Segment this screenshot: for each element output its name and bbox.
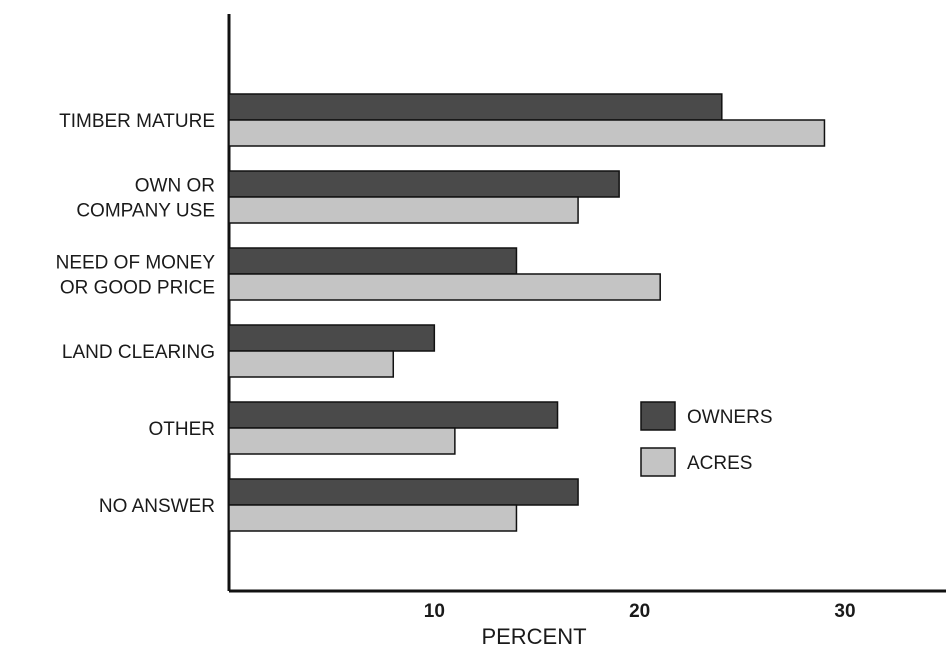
- bar-owners-5: [228, 478, 579, 506]
- bar-acres-4: [228, 427, 456, 455]
- legend: OWNERS ACRES: [640, 401, 773, 477]
- bar-acres-1: [228, 196, 579, 224]
- category-label-0-0: TIMBER MATURE: [59, 111, 215, 132]
- category-label-3-0: LAND CLEARING: [62, 342, 215, 363]
- legend-swatch-owners: [640, 401, 676, 431]
- bar-owners-4: [228, 401, 559, 429]
- category-label-5-0: NO ANSWER: [99, 496, 215, 517]
- category-labels: TIMBER MATURE OWN OR COMPANY USE NEED OF MO…: [56, 111, 216, 517]
- x-tick-label-30: 30: [834, 601, 855, 622]
- bar-acres-3: [228, 350, 395, 378]
- bar-acres-5: [228, 504, 518, 532]
- legend-swatch-acres: [640, 447, 676, 477]
- x-tick-labels: 10 20 30: [424, 601, 856, 622]
- category-label-2-1: OR GOOD PRICE: [60, 278, 215, 299]
- category-label-4-0: OTHER: [149, 419, 216, 440]
- x-tick-label-20: 20: [629, 601, 650, 622]
- bar-acres-2: [228, 273, 661, 301]
- x-tick-label-10: 10: [424, 601, 445, 622]
- bar-owners-2: [228, 247, 518, 275]
- category-label-1-1: COMPANY USE: [76, 201, 215, 222]
- x-axis-title: PERCENT: [481, 624, 586, 649]
- bar-acres-0: [228, 119, 826, 147]
- category-label-2-0: NEED OF MONEY: [56, 253, 216, 274]
- bar-owners-1: [228, 170, 620, 198]
- legend-label-acres: ACRES: [687, 453, 752, 474]
- legend-label-owners: OWNERS: [687, 407, 773, 428]
- bar-owners-3: [228, 324, 436, 352]
- bar-owners-0: [228, 93, 723, 121]
- category-label-1-0: OWN OR: [135, 176, 215, 197]
- bars: [228, 93, 826, 532]
